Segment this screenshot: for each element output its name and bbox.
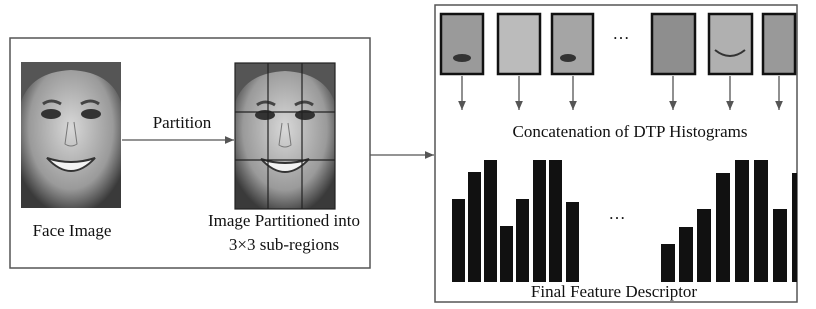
face-label: Face Image [33,221,112,240]
concat-label: Concatenation of DTP Histograms [513,122,748,141]
patch-ellipsis: … [613,24,630,43]
hist-ellipsis: … [609,204,626,223]
arrow-label: Partition [153,113,212,132]
face-image [21,62,121,208]
descriptor-label: Final Feature Descriptor [531,282,698,301]
partitioned-label: 3×3 sub-regions [229,235,339,254]
partitioned-face [235,63,335,209]
partitioned-label: Image Partitioned into [208,211,360,230]
diagram: Partition Face Image Image Partitioned i… [0,0,816,309]
patch-arrows [462,76,779,110]
